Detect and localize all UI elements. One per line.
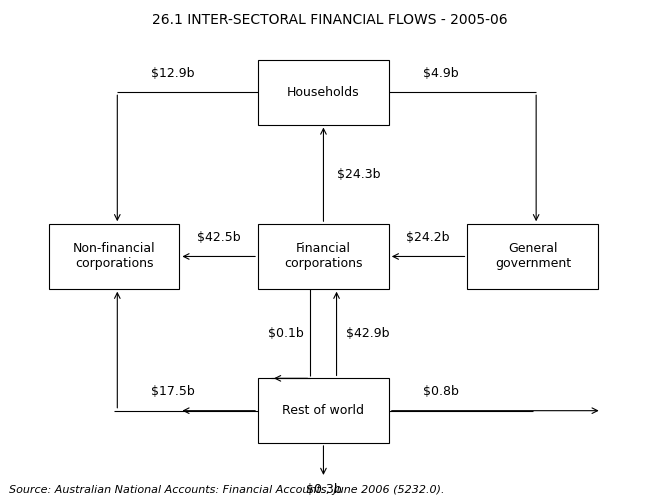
Text: $24.3b: $24.3b (337, 168, 380, 181)
Text: $42.5b: $42.5b (197, 231, 240, 244)
Text: Rest of world: Rest of world (282, 404, 364, 417)
Text: $24.2b: $24.2b (407, 231, 450, 244)
Text: 26.1 INTER-SECTORAL FINANCIAL FLOWS - 2005-06: 26.1 INTER-SECTORAL FINANCIAL FLOWS - 20… (152, 13, 508, 27)
Text: Households: Households (287, 86, 360, 99)
Text: $0.8b: $0.8b (423, 385, 459, 398)
FancyBboxPatch shape (49, 224, 180, 289)
Text: General
government: General government (495, 242, 571, 271)
Text: $0.1b: $0.1b (268, 327, 304, 340)
FancyBboxPatch shape (467, 224, 599, 289)
Text: Source: Australian National Accounts: Financial Accounts, June 2006 (5232.0).: Source: Australian National Accounts: Fi… (9, 485, 445, 495)
FancyBboxPatch shape (258, 60, 389, 125)
FancyBboxPatch shape (258, 224, 389, 289)
Text: $4.9b: $4.9b (424, 67, 459, 80)
FancyBboxPatch shape (258, 378, 389, 443)
Text: $0.3b: $0.3b (306, 483, 341, 496)
Text: $42.9b: $42.9b (346, 327, 390, 340)
Text: Non-financial
corporations: Non-financial corporations (73, 242, 155, 271)
Text: $12.9b: $12.9b (151, 67, 195, 80)
Text: $17.5b: $17.5b (151, 385, 195, 398)
Text: Financial
corporations: Financial corporations (284, 242, 363, 271)
